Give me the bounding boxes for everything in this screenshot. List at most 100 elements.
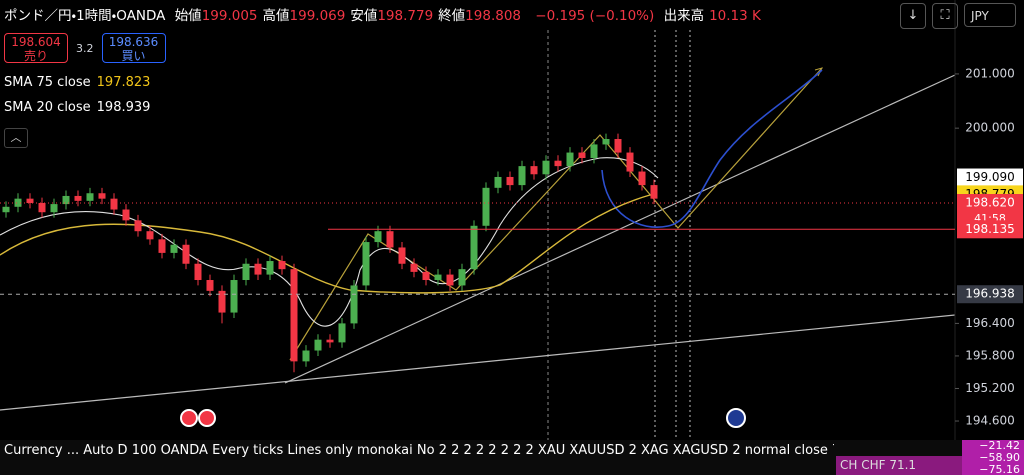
y-tick-label: 195.200 [965,381,1015,395]
currency-select[interactable]: JPY [964,3,1016,27]
candle-body [218,290,226,313]
indicator: SMA 75 close 197.823 [4,75,150,90]
candle-body [50,204,58,213]
ohlc-label: 始値 [174,8,202,24]
indicator: SMA 20 close 198.939 [4,100,150,115]
event-icon[interactable] [198,409,216,427]
side-text: CH CHF 71.1 [836,456,962,475]
candle-body [626,152,634,172]
candle-body [2,206,10,213]
side-value: −75.16 [979,463,1020,475]
collapse-button[interactable]: ︿ [4,128,28,148]
indicator-name: SMA 20 close [4,100,91,115]
symbol: ポンド／円・1時間・OANDA [4,8,166,24]
buy-label: 買い [121,49,146,63]
candle-body [494,176,502,188]
y-tick-label: 194.600 [965,414,1015,428]
ohlc-value: 198.779 [377,8,434,24]
candle-body [242,263,250,281]
candle-body [14,198,22,207]
spread: 3.2 [76,41,94,55]
y-tick-label: 196.400 [965,316,1015,330]
candle-body [110,198,118,210]
candle-body [590,144,598,158]
candle-body [206,280,214,291]
candle-body [434,274,442,281]
price-label: 198.135 [965,222,1015,236]
volume-label: 出来高 [663,8,705,24]
price-label: 196.938 [965,287,1015,301]
candle-body [602,139,610,145]
ohlc-value: 199.005 [201,8,258,24]
sma-75-line [0,194,651,294]
candle-body [350,285,358,324]
candle-body [266,261,274,275]
candle-body [410,263,418,272]
download-button[interactable]: ↓ [900,3,926,29]
candle-body [518,166,526,186]
candle-body [98,193,106,199]
candle-body [398,247,406,264]
price-label-box [957,285,1023,304]
candle-body [62,195,70,205]
candle-body [278,261,286,270]
event-icon[interactable] [180,409,198,427]
sell-button[interactable]: 198.604 売り [4,33,68,63]
trade-panel: 198.604 売り 3.2 198.636 買い [4,33,166,63]
candle-body [170,244,178,253]
candle-body [566,152,574,167]
candle-body [362,242,370,286]
sell-label: 売り [23,49,48,63]
projection-curve [601,69,823,228]
drawings [0,30,956,440]
candle-body [374,231,382,243]
candle-body [182,244,190,264]
candle-body [194,263,202,281]
trend-line [0,314,956,411]
zigzag [289,67,823,361]
candle-body [326,339,334,343]
fullscreen-button[interactable]: ⛶ [932,3,958,29]
ohlc-label: 終値 [438,8,466,24]
candle-body [386,231,394,248]
candle-body [614,139,622,153]
y-tick-label: 201.000 [965,66,1015,80]
candle-body [122,209,130,221]
side-values: −21.42 −58.90 −75.16 [962,440,1024,475]
candles [2,133,658,373]
candle-body [638,171,646,186]
footer: Currency ... Auto D 100 OANDA Every tick… [0,440,1024,475]
candle-body [650,185,658,199]
settings-text: Currency ... Auto D 100 OANDA Every tick… [4,443,834,458]
buy-button[interactable]: 198.636 買い [101,33,166,63]
change: −0.195 (−0.10%) [535,8,655,24]
candle-body [314,339,322,351]
header: ポンド／円・1時間・OANDA 始値199.005 高値199.069 安値198.… [4,4,766,24]
sma-20-line [0,157,659,327]
candle-body [542,160,550,175]
y-tick-label: 195.800 [965,348,1015,362]
candle-body [86,193,94,201]
candle-body [446,274,454,286]
candle-body [482,187,490,226]
indicator-value: 198.939 [96,100,151,115]
event-icon[interactable] [726,408,746,428]
side-value: −58.90 [979,451,1020,464]
candle-body [26,198,34,204]
candle-body [230,280,238,313]
candle-body [146,231,154,240]
candle-body [506,176,514,186]
buy-price: 198.636 [108,35,159,49]
ohlc-label: 安値 [350,8,378,24]
price-label: 198.620 [965,196,1015,210]
ohlc-value: 199.069 [289,8,346,24]
candle-body [422,271,430,281]
candle-body [38,203,46,213]
volume: 10.13 K [709,8,761,24]
indicator-value: 197.823 [96,75,151,90]
candle-body [302,350,310,362]
price-label-box [957,168,1023,187]
